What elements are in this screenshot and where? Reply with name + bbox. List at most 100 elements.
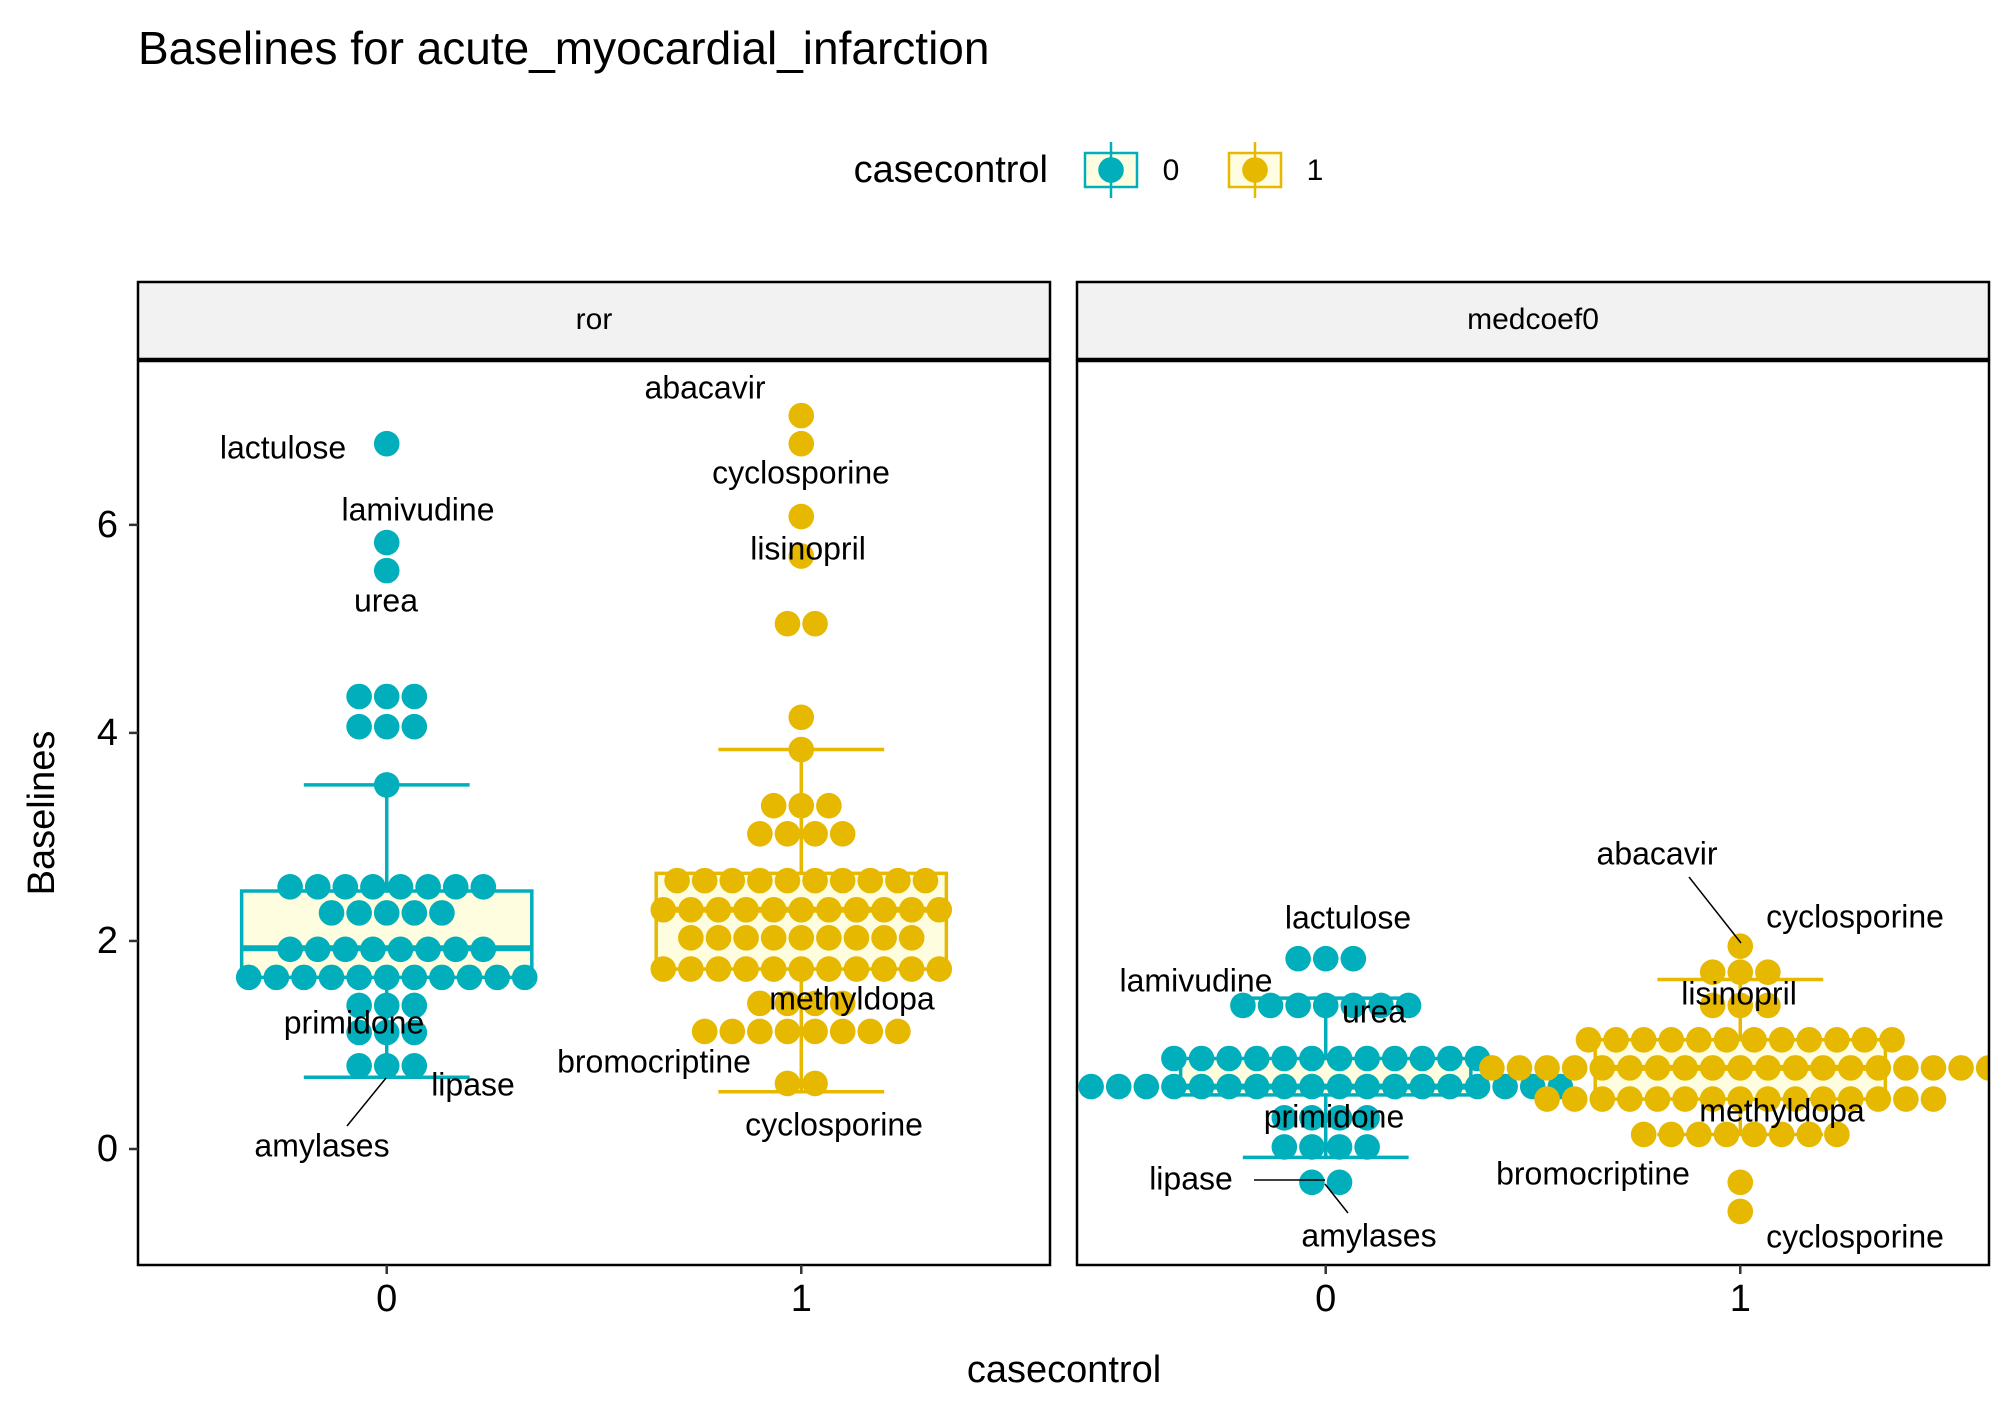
dot [1617,1086,1643,1112]
dot [1285,945,1311,972]
dot [304,936,331,963]
dot [1755,1055,1781,1081]
annotation: bromocriptine [1496,1155,1690,1191]
annotation: abacavir [1597,835,1718,871]
dot [346,992,372,1019]
dot [1078,1073,1104,1100]
dot [1727,933,1754,959]
dot [373,430,400,457]
dot [1810,1055,1836,1081]
dot [429,964,455,991]
dot [235,964,262,991]
annotation: amylases [1301,1217,1436,1253]
dot [1713,1026,1740,1053]
dot [373,713,400,740]
annotation: cyclosporine [1766,898,1944,934]
panel [235,402,953,1097]
annotation: urea [1342,993,1406,1029]
dot [829,821,856,847]
dot [898,925,925,951]
dot [788,956,815,982]
dot [442,936,469,963]
dot [401,713,428,740]
dot [1644,1086,1671,1112]
dot [1865,1055,1892,1081]
dot [1188,1073,1215,1100]
dot [760,925,787,951]
dot [429,900,455,926]
dot [1658,1121,1685,1148]
dot [1105,1073,1132,1100]
dot [802,1018,828,1045]
dot [774,1070,801,1097]
annotation: lisinopril [1681,975,1797,1011]
dot [857,867,884,894]
dot [829,1018,856,1045]
dot [1271,1073,1298,1100]
dot [1672,1055,1698,1081]
dot [1713,1121,1740,1148]
dot [788,704,815,731]
dot [898,956,925,982]
dot [1340,945,1367,972]
dot [1561,1055,1588,1081]
dot [1506,1055,1533,1081]
dot [415,936,441,963]
dot [664,867,690,894]
dot [885,867,911,894]
dot [1810,1086,1836,1112]
dot [788,430,815,457]
dot [1299,1105,1325,1131]
dot [802,867,828,894]
dot [678,896,704,923]
dot [318,964,345,991]
dot [360,936,386,963]
dot [1975,1055,1989,1081]
dot [1741,1121,1767,1148]
dot [373,1052,400,1079]
dot [843,925,870,951]
leader-line [346,1077,387,1127]
dot [401,964,428,991]
dot [802,821,828,847]
annotation: lamivudine [342,491,495,527]
dot [1589,1086,1616,1112]
dot [705,896,732,923]
dot [788,896,815,923]
dot [1630,1026,1657,1053]
dot [332,936,359,963]
dot [1699,1086,1726,1112]
dot [1851,1026,1878,1053]
dot [1727,992,1754,1019]
dot [401,992,428,1019]
dot [1727,1086,1754,1112]
dot [1188,1045,1215,1072]
dot [733,896,759,923]
dot [871,925,897,951]
dot [346,713,372,740]
dot [691,1018,718,1045]
annotation: lactulose [1285,899,1411,935]
dot [1326,1073,1353,1100]
dot [1437,1045,1463,1072]
dot [705,925,732,951]
dot [1920,1086,1947,1112]
annotation: methyldopa [769,980,935,1016]
dot [1658,1026,1685,1053]
annotation: cyclosporine [745,1106,923,1142]
dot [373,557,400,584]
dot [373,529,400,556]
dot [705,956,732,982]
dot [346,964,372,991]
legend-title: casecontrol [854,149,1048,191]
panel-frame [1075,359,1991,1267]
dot [1271,1045,1298,1072]
dot [1257,992,1284,1019]
panel [1078,933,1989,1225]
annotation: urea [354,582,418,618]
dot [484,964,510,991]
dot [1216,1073,1242,1100]
dot [415,874,441,900]
dot [760,896,787,923]
